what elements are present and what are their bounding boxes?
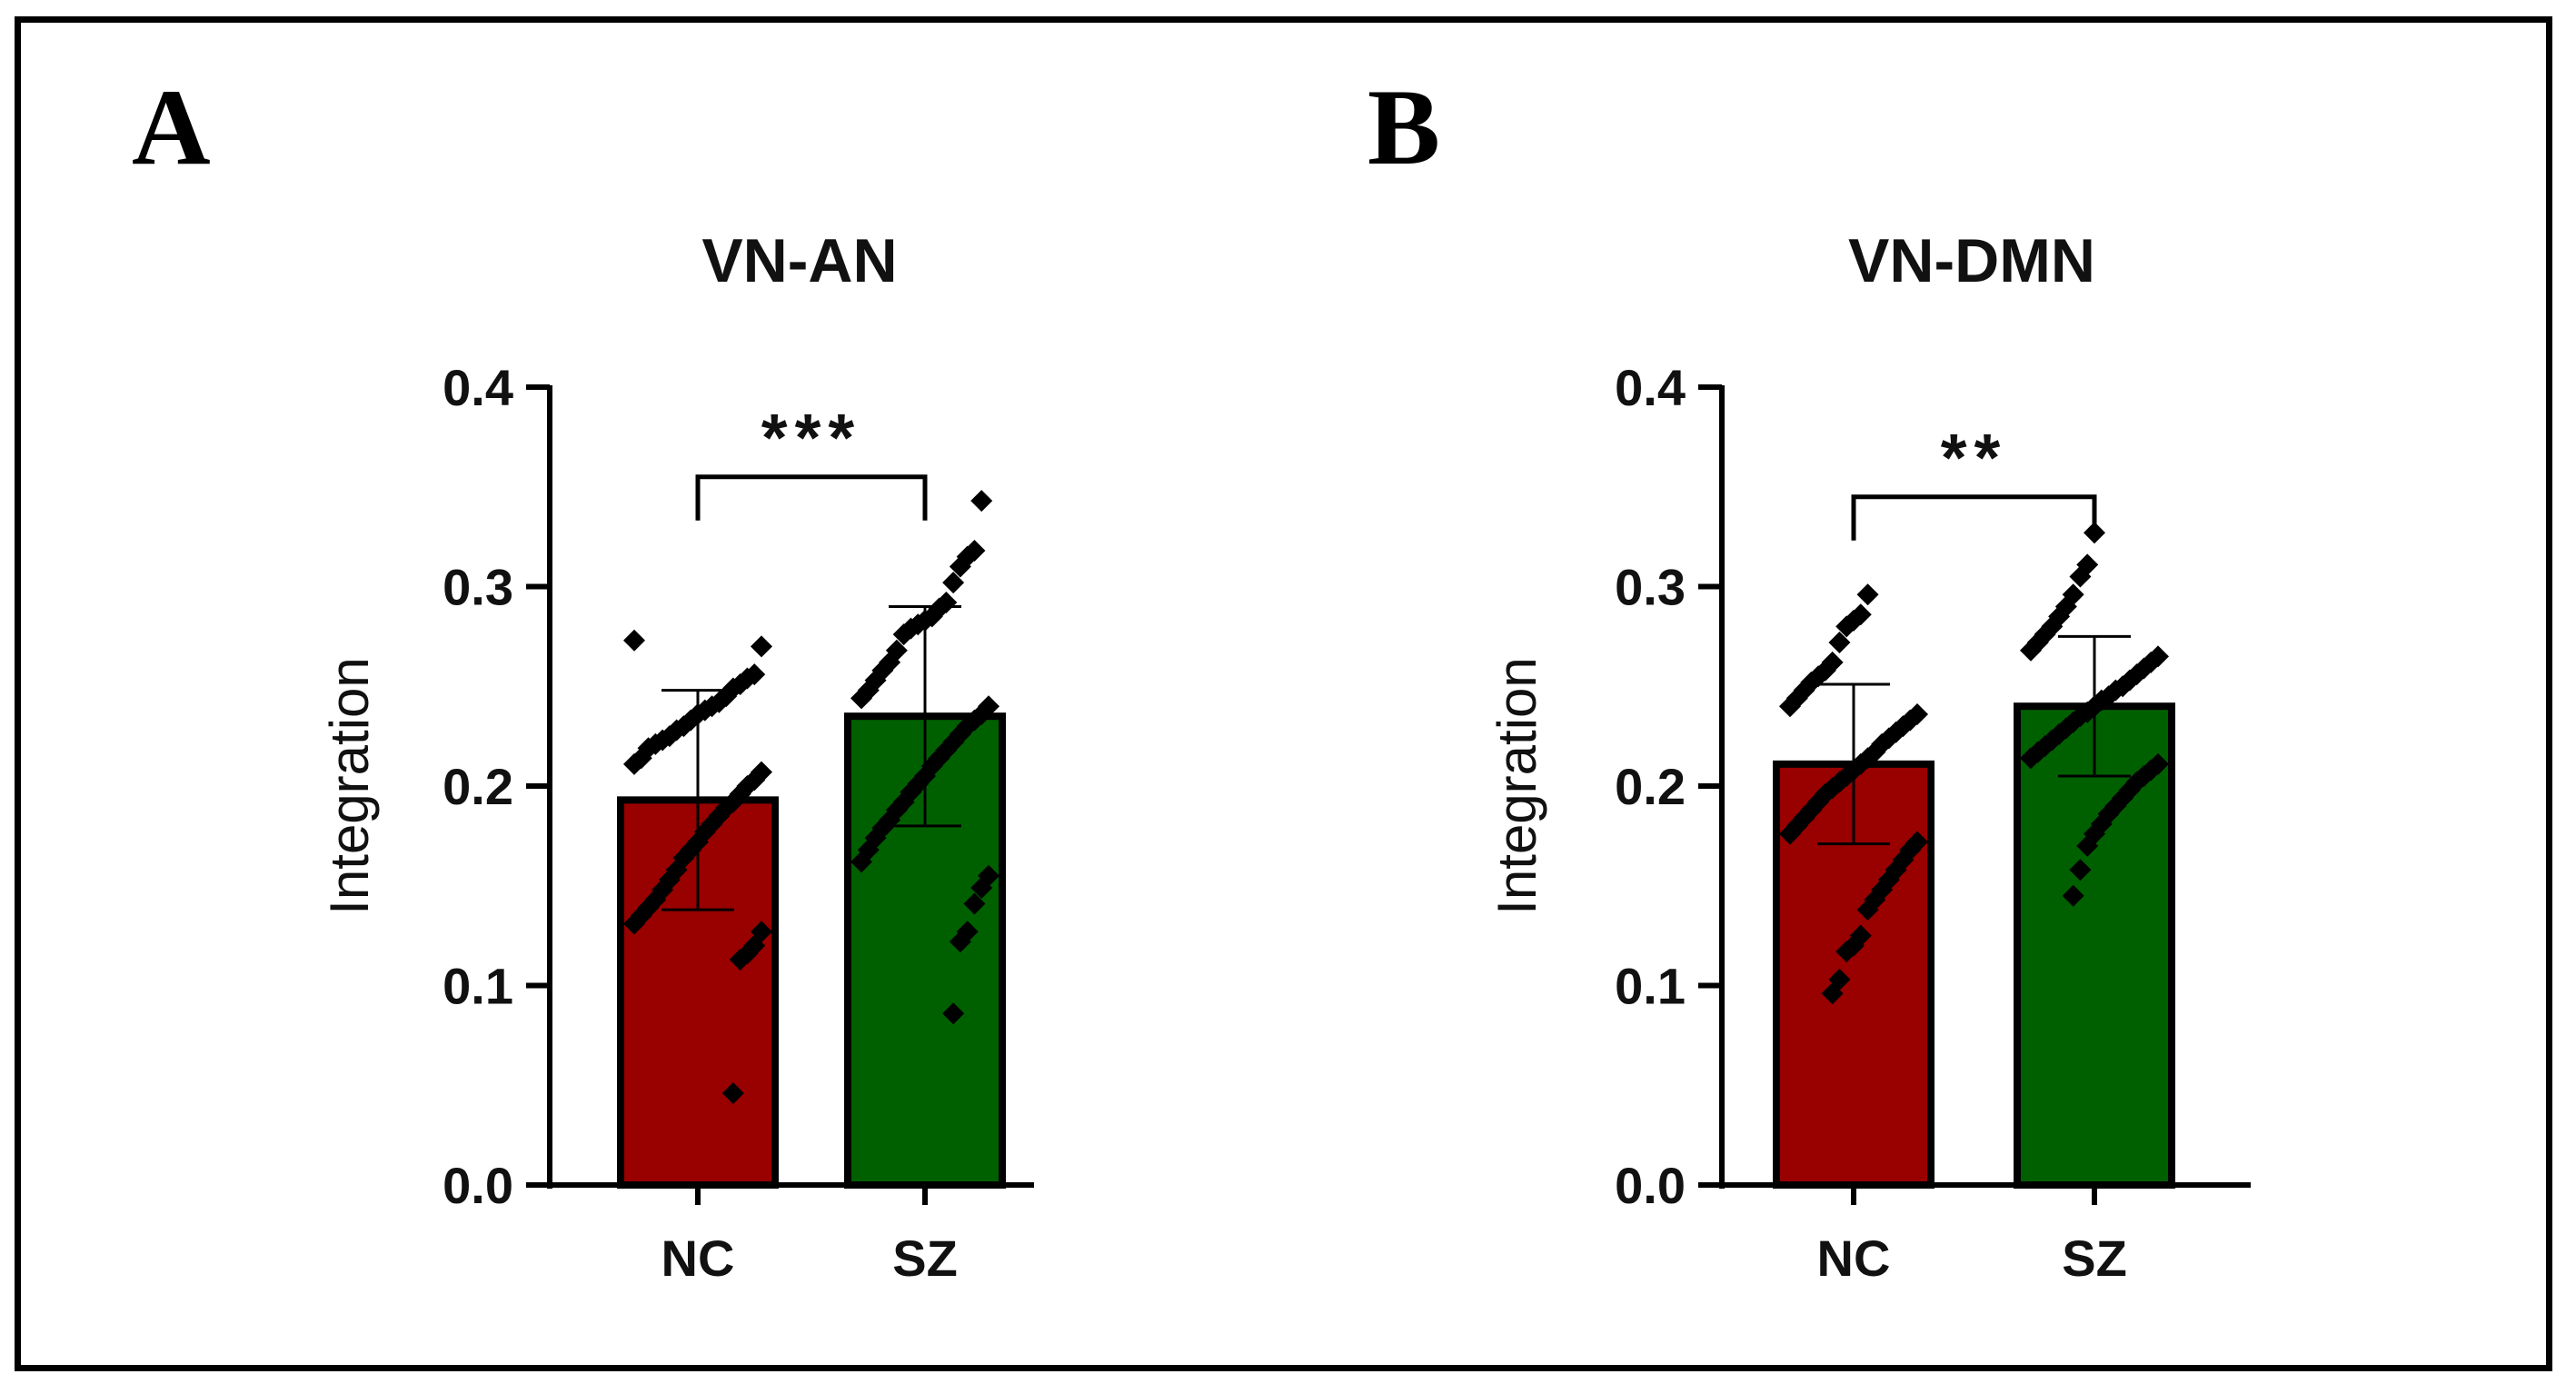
data-point xyxy=(623,912,645,935)
y-tick-label: 0.2 xyxy=(1615,758,1686,815)
panel-label-b: B xyxy=(1368,66,1441,187)
data-point xyxy=(942,572,965,594)
y-axis-label: Integration xyxy=(1487,657,1547,915)
figure-frame xyxy=(15,16,2552,1371)
data-point xyxy=(920,605,943,628)
y-tick-label: 0.3 xyxy=(1615,559,1686,616)
data-point xyxy=(942,1002,965,1025)
significance-label: *** xyxy=(761,400,861,475)
data-point xyxy=(1779,822,1801,845)
data-point xyxy=(970,490,993,513)
y-tick-label: 0.1 xyxy=(443,958,513,1015)
data-point xyxy=(970,876,993,899)
data-point xyxy=(1835,941,1858,963)
panel-label-a: A xyxy=(132,66,211,187)
data-point xyxy=(2069,859,2092,881)
data-point xyxy=(850,851,872,873)
data-point xyxy=(850,687,872,710)
data-point xyxy=(751,635,772,658)
data-point xyxy=(920,755,943,778)
bar-sz xyxy=(2014,702,2175,1189)
data-point xyxy=(623,752,645,775)
data-point xyxy=(2076,834,2099,857)
points-nc xyxy=(1779,583,1928,1005)
points-sz xyxy=(850,490,1000,1025)
data-point xyxy=(892,623,915,646)
chart-title: VN-AN xyxy=(701,226,897,295)
data-point xyxy=(729,948,751,971)
y-tick-label: 0.3 xyxy=(443,559,513,616)
y-axis-label: Integration xyxy=(319,657,380,915)
data-point xyxy=(1828,631,1851,653)
y-tick-label: 0.4 xyxy=(443,359,513,416)
data-point xyxy=(1856,583,1879,606)
y-tick-label: 0.0 xyxy=(443,1157,513,1214)
chart-title: VN-DMN xyxy=(1848,226,2095,295)
data-point xyxy=(623,629,645,652)
data-point xyxy=(2020,639,2042,662)
y-tick-label: 0.2 xyxy=(443,758,513,815)
data-point xyxy=(1779,695,1801,718)
data-point xyxy=(2020,747,2042,770)
data-point xyxy=(2062,884,2084,907)
y-tick-label: 0.4 xyxy=(1615,359,1686,416)
points-sz xyxy=(2020,522,2169,907)
y-tick-label: 0.0 xyxy=(1615,1157,1686,1214)
data-point xyxy=(2069,565,2092,588)
significance-bracket xyxy=(695,474,928,521)
x-tick-label-sz: SZ xyxy=(892,1230,958,1287)
x-tick-label-nc: NC xyxy=(1817,1230,1891,1287)
y-tick-label: 0.1 xyxy=(1615,958,1686,1015)
data-point xyxy=(949,931,971,953)
significance-label: ** xyxy=(1941,420,2008,495)
data-point xyxy=(721,1082,744,1105)
data-point xyxy=(1821,982,1844,1005)
data-point xyxy=(1835,615,1858,638)
significance-bracket xyxy=(1851,494,2097,541)
x-tick-label-nc: NC xyxy=(661,1230,735,1287)
data-point xyxy=(963,892,986,915)
chart-panel-a: VN-AN Integration NC SZ 0.0 0.1 0.2 0.3 0.4 *** xyxy=(319,226,1034,1287)
points-nc xyxy=(623,629,772,1105)
data-point xyxy=(1856,899,1879,921)
data-point xyxy=(949,555,971,578)
x-tick-label-sz: SZ xyxy=(2062,1230,2127,1287)
